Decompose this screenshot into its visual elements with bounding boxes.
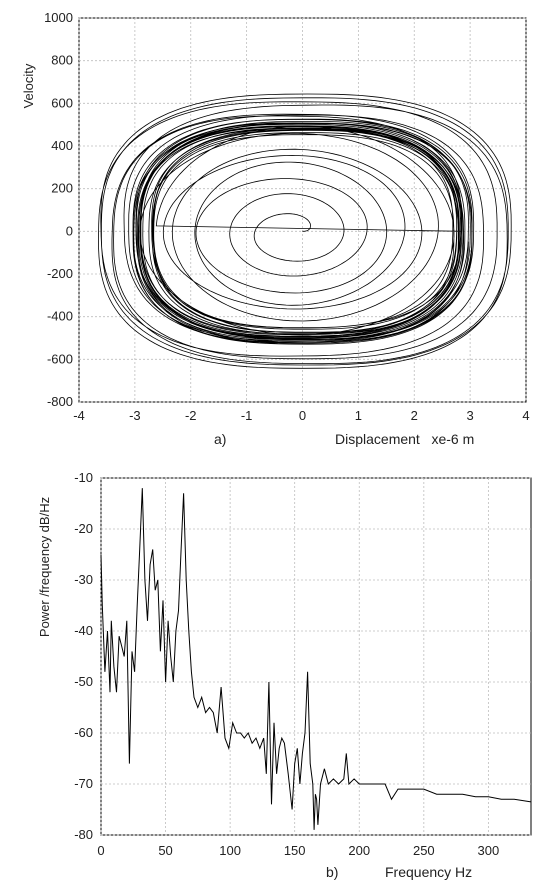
b-y-tick-label: -10: [74, 470, 93, 485]
b-x-tick-label: 200: [348, 843, 370, 858]
x-axis-label-a: Displacement xe-6 m: [335, 431, 474, 447]
a-y-tick-label: -200: [47, 266, 73, 281]
a-x-tick-label: 4: [522, 408, 529, 423]
a-y-tick-label: -600: [47, 351, 73, 366]
b-y-tick-label: -80: [74, 827, 93, 842]
tick-labels-a: -4 -3 -2 -1 0 1 2 3 4 -800 -600 -400 -200 0 200 400 600 8…: [44, 10, 530, 423]
a-y-tick-label: 400: [51, 138, 73, 153]
b-x-tick-label: 300: [478, 843, 500, 858]
a-x-tick-label: 3: [467, 408, 474, 423]
phase-portrait-chart: -4 -3 -2 -1 0 1 2 3 4 -800 -600 -400 -200 0 200 400 600 8…: [21, 10, 530, 447]
phase-curve: [98, 93, 512, 369]
y-axis-label-a: Velocity: [21, 63, 36, 108]
a-x-tick-label: 0: [299, 408, 306, 423]
panel-label-b: b): [326, 864, 338, 880]
b-x-tick-label: 150: [284, 843, 306, 858]
b-y-tick-label: -20: [74, 521, 93, 536]
a-y-tick-label: -800: [47, 394, 73, 409]
power-spectrum-chart: 0 50 100 150 200 250 300 -10 -20 -30 -40 -50 -60 -70 -…: [37, 470, 532, 880]
y-axis-label-b: Power /frequency dB/Hz: [37, 497, 52, 637]
b-x-tick-label: 250: [413, 843, 435, 858]
plot-frame-b: [100, 477, 532, 836]
b-y-tick-label: -50: [74, 674, 93, 689]
phase-trajectory: [98, 93, 512, 369]
a-y-tick-label: 0: [66, 223, 73, 238]
b-x-tick-label: 0: [97, 843, 104, 858]
b-y-tick-label: -60: [74, 725, 93, 740]
b-y-tick-label: -70: [74, 776, 93, 791]
grid-b: [100, 477, 531, 836]
psd-curve: [100, 488, 532, 830]
a-y-tick-label: 200: [51, 181, 73, 196]
panel-label-a: a): [214, 431, 226, 447]
a-x-tick-label: -4: [73, 408, 85, 423]
a-y-tick-label: 1000: [44, 10, 73, 25]
tick-labels-b: 0 50 100 150 200 250 300 -10 -20 -30 -40 -50 -60 -70 -…: [74, 470, 499, 858]
b-y-tick-label: -30: [74, 572, 93, 587]
a-y-tick-label: 800: [51, 53, 73, 68]
a-y-tick-label: -400: [47, 309, 73, 324]
a-x-tick-label: 2: [411, 408, 418, 423]
a-x-tick-label: -1: [241, 408, 253, 423]
psd-line: [100, 488, 532, 830]
b-x-tick-label: 100: [219, 843, 241, 858]
b-x-tick-label: 50: [158, 843, 172, 858]
a-x-tick-label: -2: [185, 408, 197, 423]
a-x-tick-label: 1: [355, 408, 362, 423]
b-y-tick-label: -40: [74, 623, 93, 638]
a-y-tick-label: 600: [51, 95, 73, 110]
a-x-tick-label: -3: [129, 408, 141, 423]
x-axis-label-b: Frequency Hz: [385, 864, 472, 880]
